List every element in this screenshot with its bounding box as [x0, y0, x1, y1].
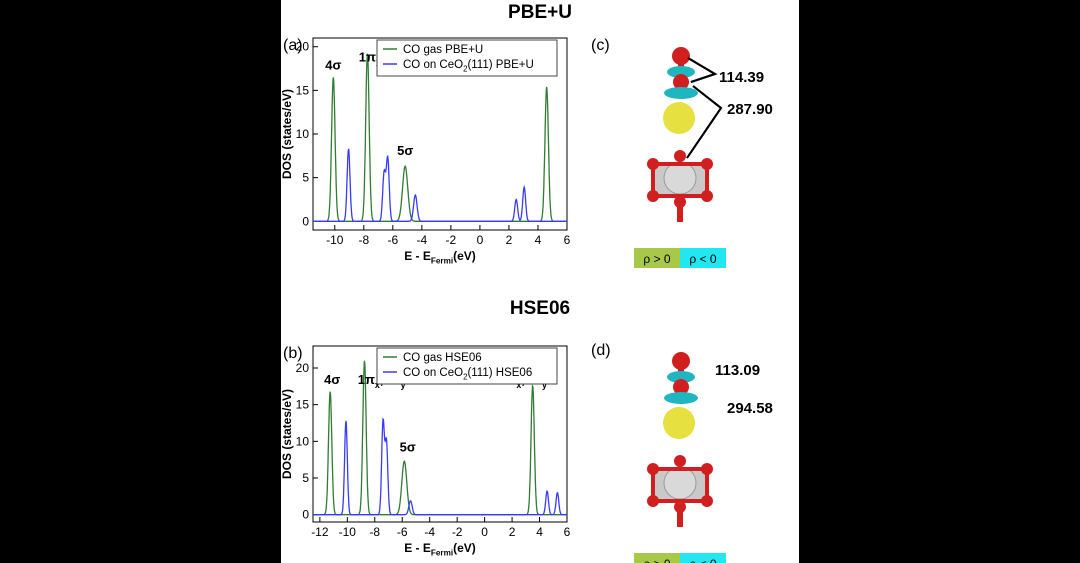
panel-label: (b)	[283, 345, 303, 362]
x-tick-label: -6	[387, 233, 398, 247]
y-tick-label: 15	[296, 398, 310, 412]
colorbar-positive	[634, 553, 680, 563]
colorbar-positive-label: ρ > 0	[643, 557, 671, 563]
figure-panel: PBE+U HSE06 0 5 10 15 20 -10 -8 -6 -4 -2 0 2 4 6 E - E…	[281, 0, 799, 563]
x-tick-label: -2	[452, 525, 463, 539]
distance-label: 287.90	[727, 101, 773, 118]
section-title-hse06: HSE06	[510, 298, 570, 319]
charge-density-structure-hse06: (d) 113.09 294.58 ρ > 0 ρ < 0	[591, 57, 773, 563]
y-tick-label: 10	[296, 127, 310, 141]
x-tick-label: -8	[358, 233, 369, 247]
dos-series-co-on-ceo2	[313, 417, 567, 516]
carbon-atom	[673, 379, 689, 395]
distance-label: 113.09	[715, 362, 760, 379]
y-tick-label: 0	[302, 508, 309, 522]
x-tick-label: -2	[446, 233, 457, 247]
x-tick-label: -4	[424, 525, 435, 539]
y-tick-label: 5	[302, 471, 309, 485]
charge-lobe	[664, 392, 698, 404]
peak-annotation: 5σ	[397, 143, 413, 158]
y-axis-label: DOS (states/eV)	[281, 89, 294, 179]
x-tick-label: 0	[481, 525, 488, 539]
panel-label: (d)	[591, 342, 611, 359]
distance-label: 114.39	[719, 69, 764, 86]
charge-lobe	[667, 66, 695, 78]
x-tick-label: 4	[536, 525, 543, 539]
charge-lobe	[664, 87, 698, 99]
ce-o-bond	[677, 507, 683, 527]
y-tick-label: 15	[296, 83, 310, 97]
legend-entry: CO gas HSE06	[403, 352, 482, 364]
panel-label: (c)	[591, 37, 610, 54]
x-tick-label: -10	[326, 233, 344, 247]
x-axis-label: E - EFermi(eV)	[404, 541, 476, 558]
y-tick-label: 20	[296, 361, 310, 375]
distance-label: 294.58	[727, 400, 773, 417]
oxygen-atom	[674, 455, 686, 467]
legend-box	[376, 347, 558, 385]
distance-line-co	[687, 57, 718, 83]
dos-chart-hse06: 0 5 10 15 20 -12 -10 -8 -6 -4 -2 0 2 4 6 E - EFermi(eV)…	[281, 345, 571, 558]
y-tick-label: 0	[302, 214, 309, 228]
x-tick-label: -6	[397, 525, 408, 539]
x-tick-label: -10	[339, 525, 357, 539]
carbon-atom	[673, 74, 689, 90]
x-tick-label: 0	[477, 233, 484, 247]
x-axis-label: E - EFermi(eV)	[404, 249, 476, 266]
plot-frame	[312, 345, 568, 523]
charge-accumulation-lobe	[663, 102, 695, 134]
cerium-atom	[663, 466, 697, 500]
legend-entry: CO on CeO2(111) PBE+U	[403, 59, 534, 73]
dos-series-co-on-ceo2	[313, 148, 567, 222]
y-tick-label: 10	[296, 434, 310, 448]
x-tick-label: 4	[535, 233, 542, 247]
dos-chart-pbeu: 0 5 10 15 20 -10 -8 -6 -4 -2 0 2 4 6 E - EFermi(eV) DOS…	[281, 37, 571, 266]
oxygen-atom	[672, 352, 690, 370]
x-tick-label: 6	[564, 525, 571, 539]
colorbar-negative-label: ρ < 0	[689, 557, 717, 563]
x-tick-label: 2	[506, 233, 513, 247]
charge-density-structure-pbeu: (c) 114.39 287.90 ρ > 0 ρ < 0	[591, 37, 773, 268]
cerium-atom	[663, 161, 697, 195]
x-tick-label: -12	[311, 525, 329, 539]
charge-lobe	[667, 371, 695, 383]
y-tick-label: 20	[296, 40, 310, 54]
section-title-pbeu: PBE+U	[508, 2, 572, 23]
colorbar-negative	[680, 553, 726, 563]
colorbar-positive	[634, 248, 680, 268]
oxygen-atom	[672, 47, 690, 65]
peak-annotation: 4σ	[324, 372, 340, 387]
x-tick-label: 2	[509, 525, 516, 539]
colorbar-positive-label: ρ > 0	[643, 252, 671, 266]
ce-o-bond	[677, 202, 683, 222]
y-axis-label: DOS (states/eV)	[281, 389, 294, 479]
y-tick-label: 5	[302, 171, 309, 185]
peak-annotation: 4σ	[325, 57, 341, 72]
legend-entry: CO gas PBE+U	[403, 44, 483, 56]
x-tick-label: -4	[417, 233, 428, 247]
legend-entry: CO on CeO2(111) HSE06	[403, 367, 532, 381]
distance-line-surface	[686, 85, 723, 159]
oxygen-atom	[674, 150, 686, 162]
peak-annotation: 5σ	[400, 440, 416, 455]
x-tick-label: -8	[369, 525, 380, 539]
legend-box	[376, 39, 558, 77]
charge-accumulation-lobe	[663, 407, 695, 439]
panel-label: (a)	[283, 37, 303, 54]
colorbar-negative-label: ρ < 0	[689, 252, 717, 266]
colorbar-negative	[680, 248, 726, 268]
x-tick-label: 6	[564, 233, 571, 247]
